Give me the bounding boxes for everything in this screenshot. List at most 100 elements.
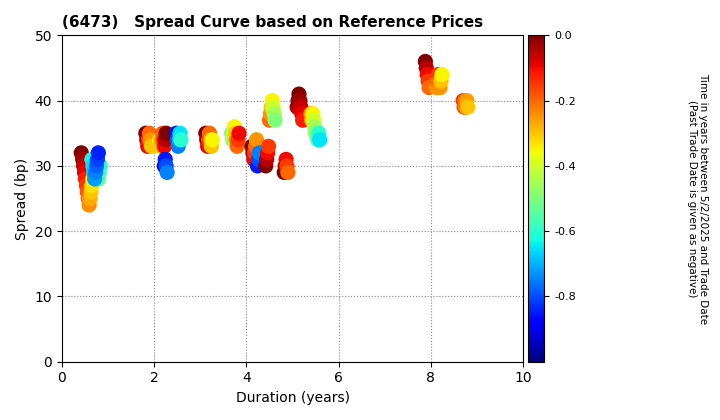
Point — [90, 169, 102, 176]
Point — [280, 156, 292, 163]
Point — [420, 58, 431, 65]
Point — [81, 182, 92, 189]
Point — [247, 150, 258, 156]
Point — [93, 150, 104, 156]
Point — [91, 163, 102, 169]
Point — [266, 97, 278, 104]
Point — [86, 156, 98, 163]
Point — [226, 130, 238, 136]
Point — [87, 176, 99, 182]
Point — [250, 143, 261, 150]
Point — [279, 163, 291, 169]
Point — [308, 117, 320, 123]
Point — [462, 104, 474, 110]
Point — [248, 156, 259, 163]
Point — [158, 136, 169, 143]
Point — [249, 150, 261, 156]
Point — [269, 110, 280, 117]
Point — [202, 143, 213, 150]
Point — [233, 130, 245, 136]
Point — [94, 169, 105, 176]
Point — [436, 78, 447, 84]
Text: (6473)   Spread Curve based on Reference Prices: (6473) Spread Curve based on Reference P… — [62, 15, 483, 30]
Point — [94, 163, 106, 169]
Point — [230, 136, 242, 143]
Point — [91, 163, 102, 169]
Point — [76, 150, 87, 156]
Point — [200, 130, 212, 136]
Point — [158, 163, 170, 169]
Point — [78, 169, 90, 176]
Point — [172, 143, 184, 150]
Point — [295, 104, 307, 110]
Point — [293, 91, 305, 97]
Point — [140, 130, 152, 136]
Point — [88, 169, 99, 176]
Point — [157, 130, 168, 136]
Point — [81, 189, 93, 195]
Point — [207, 136, 218, 143]
X-axis label: Duration (years): Duration (years) — [235, 391, 349, 405]
Point — [461, 97, 472, 104]
Point — [292, 104, 303, 110]
Point — [262, 150, 274, 156]
Point — [309, 123, 320, 130]
Point — [459, 104, 470, 110]
Point — [314, 136, 325, 143]
Point — [294, 97, 306, 104]
Point — [460, 104, 472, 110]
Point — [171, 130, 182, 136]
Point — [433, 78, 445, 84]
Point — [305, 110, 317, 117]
Point — [142, 143, 153, 150]
Point — [433, 71, 444, 78]
Point — [431, 84, 442, 91]
Point — [171, 136, 183, 143]
Point — [292, 97, 304, 104]
Point — [253, 156, 264, 163]
Point — [145, 143, 157, 150]
Point — [141, 136, 153, 143]
Point — [423, 84, 435, 91]
Point — [227, 136, 238, 143]
Point — [296, 110, 307, 117]
Point — [265, 110, 276, 117]
Point — [431, 78, 443, 84]
Point — [253, 150, 265, 156]
Point — [233, 136, 244, 143]
Point — [175, 136, 186, 143]
Point — [204, 130, 215, 136]
Point — [436, 71, 448, 78]
Point — [263, 143, 274, 150]
Point — [86, 182, 98, 189]
Point — [144, 130, 156, 136]
Point — [297, 117, 308, 123]
Point — [77, 156, 89, 163]
Point — [201, 136, 212, 143]
Point — [161, 169, 173, 176]
Point — [230, 130, 241, 136]
Point — [312, 136, 323, 143]
Point — [90, 156, 102, 163]
Point — [279, 169, 290, 176]
Point — [306, 117, 318, 123]
Point — [252, 163, 264, 169]
Point — [307, 110, 318, 117]
Point — [229, 123, 240, 130]
Point — [420, 65, 432, 71]
Point — [269, 117, 281, 123]
Y-axis label: Spread (bp): Spread (bp) — [15, 158, 29, 239]
Point — [143, 136, 154, 143]
Point — [85, 189, 96, 195]
Point — [91, 169, 103, 176]
Point — [159, 136, 171, 143]
Point — [158, 143, 170, 150]
Point — [421, 71, 433, 78]
Point — [87, 163, 99, 169]
Point — [82, 195, 94, 202]
Point — [161, 130, 172, 136]
Point — [78, 163, 89, 169]
Point — [156, 136, 167, 143]
Point — [84, 202, 95, 208]
Point — [155, 143, 166, 150]
